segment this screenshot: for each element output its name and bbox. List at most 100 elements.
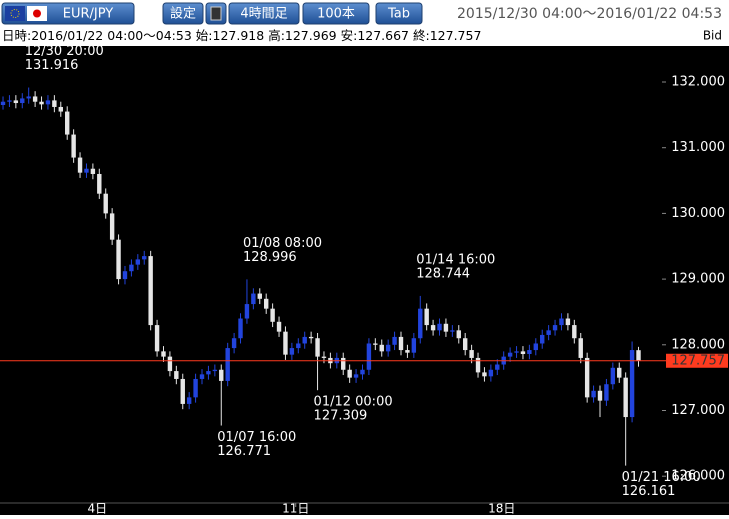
info-label: 終: xyxy=(413,28,430,43)
candle-body xyxy=(462,338,468,351)
candle-body xyxy=(514,351,519,353)
candle-body xyxy=(135,259,141,265)
candle-body xyxy=(289,348,295,355)
candle-body xyxy=(456,330,461,339)
info-time: 2016/01/22 04:00～04:53 xyxy=(31,28,192,43)
candle-body xyxy=(296,343,301,349)
timeframe-label: 4時間足 xyxy=(240,7,287,22)
candle-body xyxy=(540,334,545,344)
candle-body xyxy=(231,338,237,349)
candle-body xyxy=(559,318,564,326)
candle-body xyxy=(142,256,147,260)
candle-body xyxy=(347,369,352,378)
candle-body xyxy=(39,101,44,105)
candle-body xyxy=(109,213,115,240)
candle-body xyxy=(341,357,346,370)
candle-body xyxy=(154,325,160,352)
candle-body xyxy=(97,173,102,194)
info-label: 始: xyxy=(196,28,213,43)
y-tick-label: 126.000 xyxy=(671,469,725,484)
candle-body xyxy=(225,348,230,381)
annotation-time: 01/07 16:00 xyxy=(217,430,296,445)
candle-body xyxy=(366,343,372,370)
candle-body xyxy=(533,343,539,351)
annotation-time: 01/14 16:00 xyxy=(416,252,495,267)
annotation-value: 126.771 xyxy=(217,444,271,459)
candle-body xyxy=(610,367,616,385)
candle-body xyxy=(32,96,38,102)
candle-body xyxy=(0,101,6,105)
candle-body xyxy=(58,106,63,112)
candle-body xyxy=(257,293,262,299)
candle-body xyxy=(186,397,192,404)
annotation-time: 01/08 08:00 xyxy=(243,236,322,251)
candle-body xyxy=(270,308,275,322)
candle-body xyxy=(13,100,19,104)
candle-body xyxy=(71,134,76,158)
candle-body xyxy=(302,336,307,344)
candle-body xyxy=(392,336,397,345)
annotation-time: 01/12 00:00 xyxy=(314,395,393,410)
info-label: 安: xyxy=(341,28,358,43)
last-price-box xyxy=(666,353,728,368)
candle-body xyxy=(315,338,320,357)
candle-body xyxy=(238,318,243,339)
symbol-button[interactable]: EUR/JPY xyxy=(1,2,135,25)
candle-body xyxy=(129,264,134,272)
candle-body xyxy=(488,369,494,377)
candle-body xyxy=(424,308,429,326)
symbol: EUR/JPY xyxy=(63,7,114,22)
calc-button[interactable] xyxy=(205,2,227,25)
candle-body xyxy=(148,256,153,326)
y-tick-label: 129.000 xyxy=(671,272,725,287)
last-price-label: 127.757 xyxy=(671,353,725,368)
info-close: 127.757 xyxy=(430,28,482,43)
candle-body xyxy=(527,350,532,354)
chart-bg xyxy=(0,46,729,515)
candle-body xyxy=(591,390,596,398)
annotation-value: 131.916 xyxy=(25,58,79,73)
candle-body xyxy=(251,293,256,305)
info-open: 127.918 xyxy=(213,28,265,43)
candle-body xyxy=(507,352,513,357)
range: 2015/12/30 04:00～2016/01/22 04:53 xyxy=(457,6,722,22)
candle-body xyxy=(604,384,609,401)
candle-body xyxy=(469,350,474,358)
tab-button[interactable]: Tab xyxy=(375,2,423,25)
candle-body xyxy=(20,98,25,104)
y-tick-label: 130.000 xyxy=(671,206,725,221)
x-tick-label: 11日 xyxy=(282,502,309,516)
candle-body xyxy=(405,350,410,353)
candle-body xyxy=(206,371,211,375)
candle-body xyxy=(84,168,89,173)
candle-body xyxy=(617,367,622,378)
info-low: 127.667 xyxy=(357,28,409,43)
y-tick-label: 131.000 xyxy=(671,140,725,155)
annotation-value: 127.309 xyxy=(314,409,368,424)
candle-body xyxy=(398,336,404,351)
candle-body xyxy=(495,364,500,370)
candle-body xyxy=(520,351,526,354)
x-tick-label: 18日 xyxy=(488,502,515,516)
timeframe-button[interactable]: 4時間足 xyxy=(228,2,300,25)
candle-body xyxy=(122,271,128,280)
candle-body xyxy=(353,374,359,378)
candle-body xyxy=(65,111,70,135)
candle-body xyxy=(450,330,455,332)
info-high: 127.969 xyxy=(285,28,337,43)
settings-button[interactable]: 設定 xyxy=(162,2,204,25)
candle-body xyxy=(26,96,31,99)
candle-body xyxy=(565,318,571,326)
annotation-value: 128.744 xyxy=(416,266,470,281)
x-tick-label: 4日 xyxy=(88,502,108,516)
candle-body xyxy=(7,100,12,102)
candle-body xyxy=(385,344,391,352)
count-button[interactable]: 100本 xyxy=(302,2,370,25)
candle-body xyxy=(308,336,314,339)
plot: 126.000 127.000 128.000 129.000 130.000 131.0… xyxy=(0,44,729,516)
candle-body xyxy=(199,374,205,379)
candle-body xyxy=(411,338,417,353)
candle-body xyxy=(276,321,282,332)
candle-body xyxy=(578,338,583,358)
